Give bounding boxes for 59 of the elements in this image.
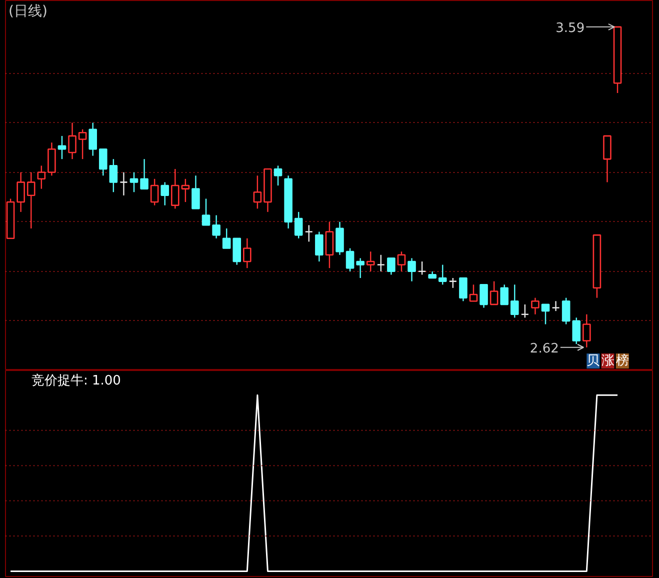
- candlestick: [552, 300, 560, 312]
- candlestick: [181, 178, 190, 203]
- candlestick: [253, 174, 262, 210]
- candlestick: [376, 254, 386, 272]
- candlestick: [222, 228, 231, 249]
- candlestick: [294, 211, 303, 239]
- chart-title: (日线): [8, 4, 48, 20]
- candlestick: [98, 148, 108, 176]
- candlestick: [171, 168, 180, 210]
- candlestick: [582, 314, 591, 348]
- candlestick: [16, 172, 25, 213]
- candlestick: [202, 198, 210, 226]
- candlestick: [243, 238, 252, 269]
- candlestick: [531, 297, 540, 315]
- candlestick: [78, 128, 87, 160]
- annotation: 2.62: [530, 341, 559, 356]
- candlestick: [448, 277, 458, 289]
- candlestick: [274, 165, 282, 186]
- candlestick: [140, 158, 148, 190]
- annotation: 3.59: [556, 20, 585, 36]
- candlestick: [130, 172, 138, 193]
- candlestick: [336, 221, 344, 256]
- candlestick: [562, 297, 570, 325]
- candlestick: [150, 178, 159, 206]
- candlestick: [37, 165, 46, 190]
- candlestick: [572, 317, 581, 345]
- chart-title: 竞价捉牛: 1.00: [32, 374, 121, 388]
- candlestick: [325, 221, 334, 269]
- candlestick: [212, 214, 220, 239]
- candlestick: [26, 172, 36, 230]
- candlestick: [397, 250, 406, 272]
- candlestick: [366, 250, 375, 272]
- candlestick: [418, 260, 426, 276]
- candlestick: [459, 277, 468, 302]
- candlestick: [356, 258, 364, 279]
- candlestick: [88, 122, 97, 156]
- candlestick: [603, 135, 612, 183]
- candlestick: [304, 224, 314, 242]
- candlestick: [490, 280, 498, 306]
- candlestick: [387, 258, 396, 276]
- candlestick: [541, 304, 550, 325]
- candlestick: [109, 158, 118, 193]
- candlestick: [520, 304, 530, 318]
- candlestick: [500, 284, 509, 306]
- candlestick: [120, 172, 128, 196]
- candlestick: [510, 284, 519, 318]
- candlestick: [408, 258, 416, 282]
- candlestick: [58, 135, 66, 160]
- candlestick: [68, 122, 76, 160]
- candlestick: [469, 284, 478, 302]
- annotation: 贝涨榜: [586, 354, 629, 368]
- candlestick: [346, 248, 354, 272]
- candlestick: [315, 231, 324, 262]
- candlestick: [232, 238, 242, 266]
- candlestick: [480, 284, 488, 308]
- candlestick: [48, 142, 56, 176]
- candlestick: [192, 174, 200, 210]
- candlestick: [438, 264, 447, 286]
- candlestick: [160, 182, 170, 206]
